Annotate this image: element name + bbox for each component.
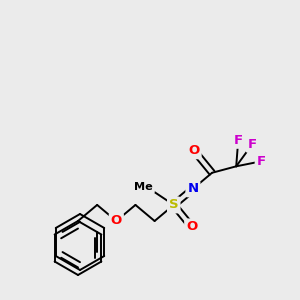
- Text: F: F: [248, 138, 257, 151]
- Text: N: N: [187, 182, 199, 195]
- Text: O: O: [188, 144, 200, 157]
- Text: Me: Me: [134, 182, 153, 192]
- Text: F: F: [234, 134, 243, 147]
- Text: O: O: [111, 214, 122, 227]
- Text: F: F: [256, 155, 266, 168]
- Text: S: S: [169, 198, 178, 212]
- Text: O: O: [186, 220, 197, 233]
